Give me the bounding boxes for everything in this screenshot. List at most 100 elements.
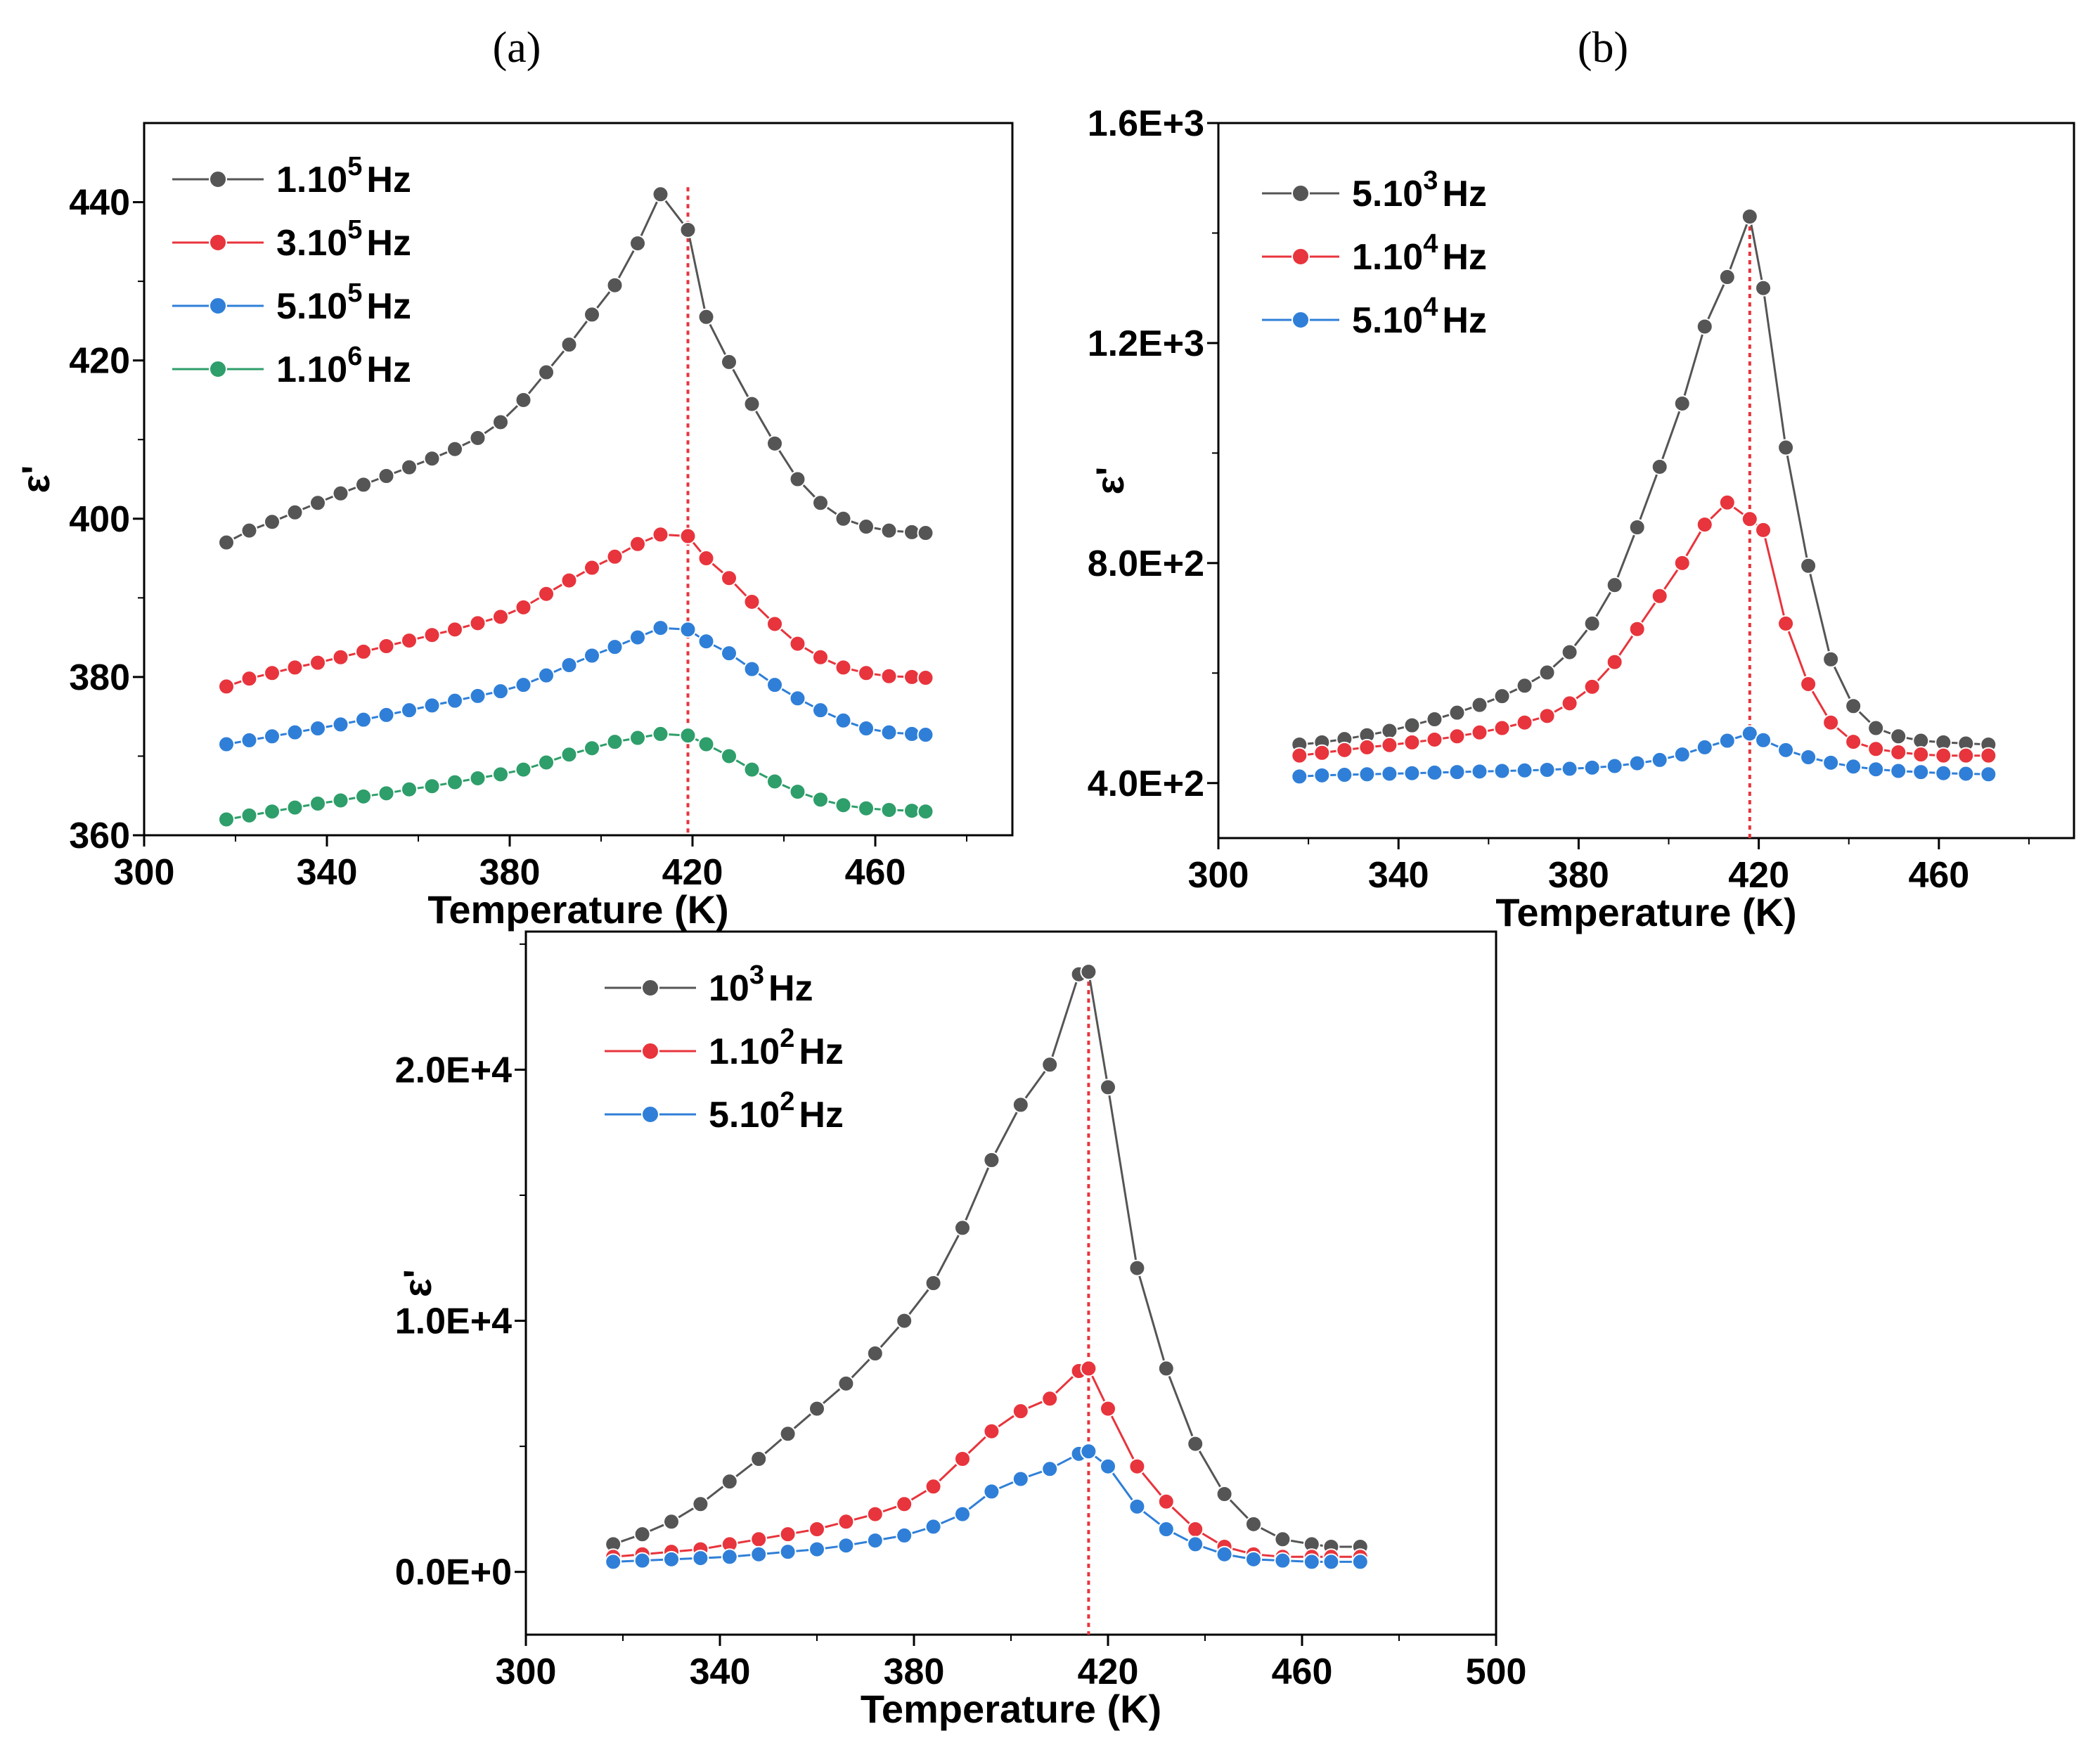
data-point: [538, 754, 555, 771]
data-point: [584, 306, 600, 323]
data-point: [1822, 714, 1840, 731]
data-point: [1741, 207, 1758, 225]
chart-panel-a: (a) 300 340 380 420 460 360 380 400 420 440 Temper…: [13, 24, 1014, 932]
x-tick-label: 300: [496, 1652, 557, 1692]
data-point: [560, 572, 578, 589]
data-point: [866, 1532, 884, 1550]
data-point: [1957, 765, 1975, 783]
y-tick-label: 420: [69, 341, 130, 382]
data-point: [1606, 577, 1623, 594]
data-point: [1822, 650, 1840, 668]
data-point: [1012, 1096, 1029, 1114]
data-point: [1696, 738, 1713, 756]
data-point: [896, 1495, 913, 1513]
data-point: [1080, 963, 1097, 981]
data-point: [663, 1550, 680, 1568]
x-tick-label: 380: [479, 852, 541, 893]
data-point: [1741, 725, 1758, 742]
data-point: [1100, 1079, 1116, 1096]
data-point: [1741, 510, 1758, 528]
data-point: [446, 440, 463, 458]
data-point: [896, 1526, 913, 1544]
series-3: [218, 619, 934, 753]
data-point: [880, 801, 898, 818]
data-point: [835, 797, 852, 814]
data-point: [1216, 1486, 1233, 1502]
data-point: [492, 413, 509, 431]
data-point: [866, 1345, 884, 1362]
data-point: [1538, 707, 1556, 725]
x-tick-label: 420: [1728, 855, 1789, 896]
data-point: [1426, 764, 1443, 781]
data-point: [917, 803, 934, 820]
data-point: [492, 683, 509, 700]
data-point: [355, 643, 372, 660]
data-point: [1980, 747, 1997, 764]
legend-marker: [209, 297, 227, 315]
data-point: [743, 761, 761, 778]
data-point: [378, 637, 395, 655]
data-point: [837, 1537, 855, 1555]
legend-marker: [1291, 184, 1310, 202]
data-point: [1274, 1531, 1291, 1548]
y-tick-label: 360: [69, 816, 130, 856]
data-point: [721, 1548, 738, 1566]
data-point: [896, 1312, 913, 1330]
data-point: [309, 494, 326, 512]
data-point: [1845, 697, 1862, 715]
legend-label: 1.102 Hz: [709, 1024, 844, 1072]
data-point: [401, 780, 418, 798]
data-point: [606, 733, 624, 751]
data-point: [1755, 279, 1772, 297]
data-point: [743, 660, 761, 678]
legend-marker: [209, 233, 227, 252]
series-4: [218, 725, 934, 828]
data-point: [469, 687, 487, 704]
data-point: [766, 435, 783, 452]
data-point: [629, 235, 646, 252]
legend-label: 5.105 Hz: [276, 278, 411, 327]
data-point: [837, 1513, 855, 1531]
data-point: [663, 1513, 680, 1531]
data-point: [1313, 744, 1331, 761]
x-axis-title: Temperature (K): [861, 1687, 1161, 1731]
data-point: [812, 791, 829, 809]
data-point: [1448, 728, 1466, 745]
data-point: [1493, 719, 1511, 737]
y-tick-label: 8.0E+2: [1088, 543, 1204, 584]
data-point: [858, 799, 875, 817]
data-point: [1651, 751, 1668, 768]
data-point: [515, 391, 532, 408]
data-point: [983, 1152, 1000, 1169]
data-point: [1157, 1521, 1175, 1538]
data-point: [1606, 757, 1623, 775]
data-point: [560, 657, 578, 674]
data-point: [446, 773, 463, 791]
data-point: [1822, 754, 1840, 771]
series-line: [1299, 732, 1989, 778]
data-point: [1041, 1390, 1059, 1408]
data-point: [240, 522, 258, 539]
data-point: [1718, 732, 1736, 749]
data-point: [515, 761, 532, 778]
data-point: [1516, 714, 1533, 731]
data-point: [401, 458, 418, 476]
data-point: [917, 726, 934, 744]
x-tick-label: 300: [1188, 855, 1249, 896]
x-tick-label: 460: [1272, 1652, 1333, 1692]
data-point: [789, 635, 806, 652]
series-3: [1291, 725, 1997, 785]
data-point: [1245, 1550, 1262, 1568]
data-point: [880, 723, 898, 741]
data-point: [983, 1483, 1000, 1500]
data-point: [721, 645, 737, 662]
data-point: [1157, 1493, 1175, 1510]
data-point: [1800, 749, 1817, 766]
data-point: [629, 629, 646, 646]
data-point: [917, 669, 934, 687]
x-tick-label: 340: [297, 852, 358, 893]
data-point: [1322, 1553, 1340, 1571]
x-axis-title: Temperature (K): [427, 887, 728, 932]
data-point: [378, 467, 395, 484]
data-point: [286, 723, 304, 741]
